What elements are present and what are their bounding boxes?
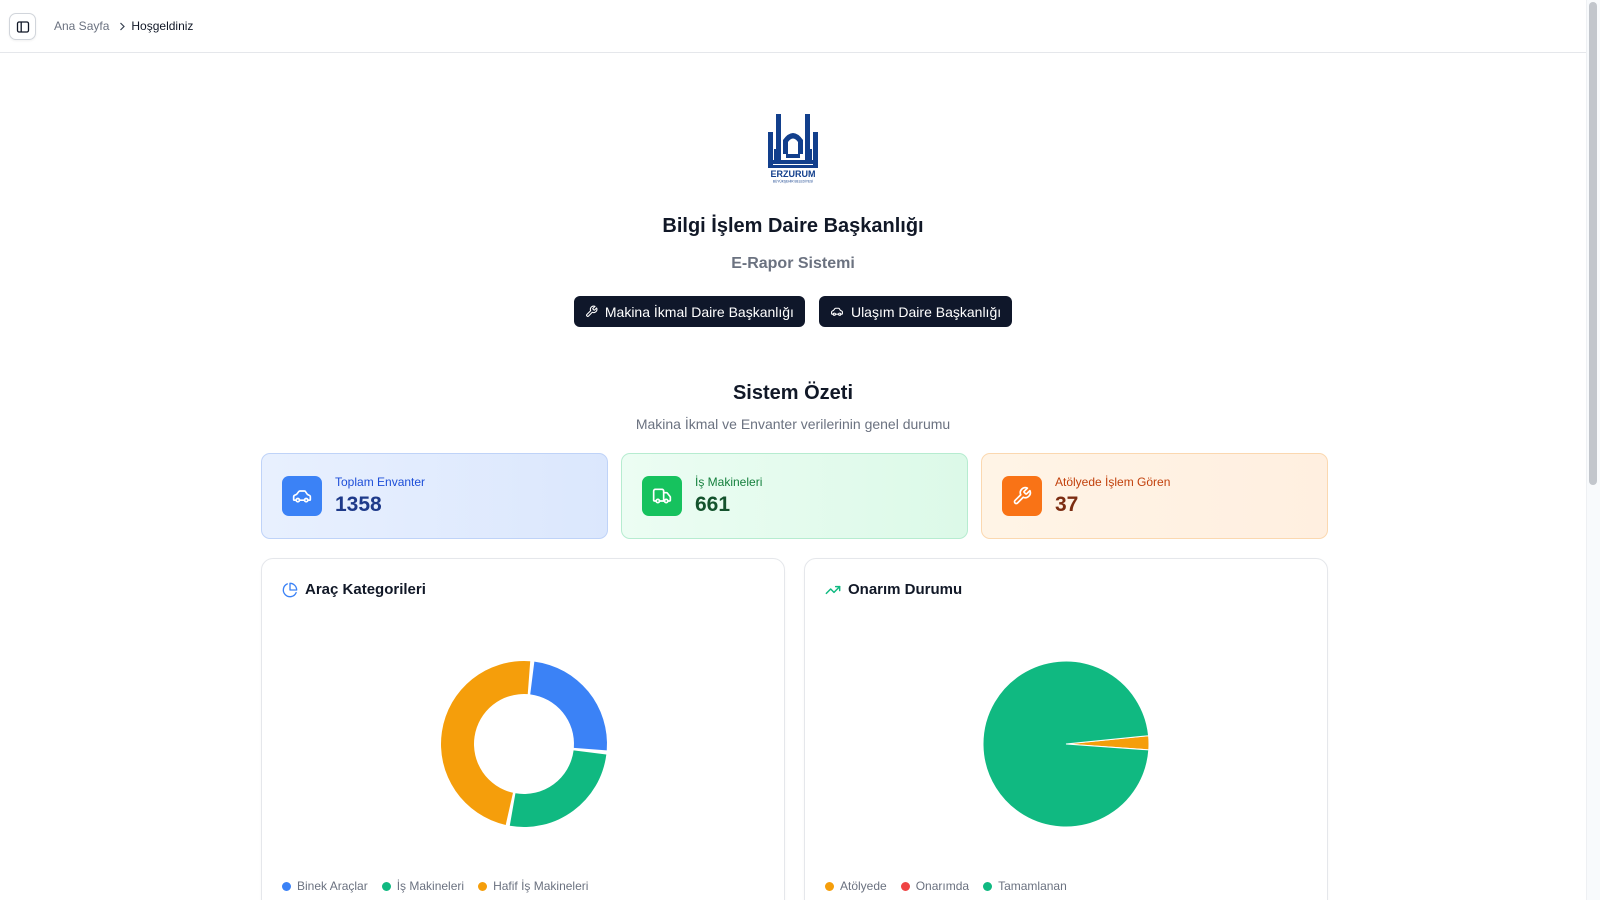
summary-subtitle: Makina İkmal ve Envanter verilerinin gen… — [635, 416, 951, 432]
legend-item[interactable]: Hafif İş Makineleri — [478, 879, 588, 893]
makina-ikmal-button-label: Makina İkmal Daire Başkanlığı — [604, 303, 794, 320]
legend-dot — [825, 881, 834, 891]
scrollbar-thumb[interactable] — [1589, 2, 1597, 485]
legend-dot — [282, 881, 291, 891]
pie-chart-icon — [282, 582, 298, 597]
legend-label: Atölyede — [840, 879, 887, 893]
legend-item[interactable]: Binek Araçlar — [282, 879, 368, 893]
pie-chart — [982, 660, 1150, 828]
legend-dot — [381, 881, 391, 891]
chart-legend: Atölyede Onarımda Tamamlanan — [825, 879, 1067, 893]
stat-icon-box — [642, 476, 682, 516]
legend-label: Hafif İş Makineleri — [493, 879, 589, 893]
legend-label: Binek Araçlar — [297, 879, 368, 893]
chevron-right-icon — [119, 22, 126, 31]
breadcrumb: Ana Sayfa Hoşgeldiniz — [54, 19, 193, 33]
legend-item[interactable]: Onarımda — [900, 879, 970, 893]
legend-item[interactable]: Atölyede — [825, 879, 887, 893]
wrench-icon — [1013, 486, 1032, 505]
sidebar-icon — [16, 20, 29, 33]
ulasim-button[interactable]: Ulaşım Daire Başkanlığı — [818, 296, 1013, 327]
car-icon — [292, 490, 312, 503]
stat-value: 1358 — [335, 493, 382, 516]
makina-ikmal-button[interactable]: Makina İkmal Daire Başkanlığı — [573, 296, 805, 327]
legend-item[interactable]: Tamamlanan — [983, 879, 1067, 893]
ulasim-button-label: Ulaşım Daire Başkanlığı — [850, 303, 1002, 320]
stat-value: 37 — [1055, 493, 1079, 516]
pie-slice-3[interactable] — [982, 660, 1150, 828]
chart-title: Onarım Durumu — [848, 581, 963, 598]
logo-subtext: BÜYÜKŞEHİR BELEDİYESİ — [773, 179, 813, 184]
pie-slice-2[interactable] — [509, 750, 607, 827]
legend-dot — [478, 881, 488, 891]
truck-icon — [652, 488, 672, 504]
wrench-icon — [585, 305, 598, 317]
stat-card-atolyede: Atölyede İşlem Gören 37 — [981, 453, 1328, 539]
chart-card-onarim-durumu: Onarım Durumu Atölyede Onarımda Tamamlanan — [804, 558, 1328, 900]
stat-value: 661 — [695, 493, 731, 516]
top-bar: Ana Sayfa Hoşgeldiniz — [0, 0, 1586, 53]
chart-legend: Binek Araçlar İş Makineleri Hafif İş Makin… — [282, 879, 588, 893]
department-buttons: Makina İkmal Daire Başkanlığı Ulaşım Dai… — [0, 296, 1586, 327]
legend-dot — [983, 881, 993, 891]
stat-icon-box — [282, 476, 322, 516]
sidebar-toggle-button[interactable] — [9, 13, 36, 40]
stat-label: Atölyede İşlem Gören — [1055, 475, 1171, 489]
page-subtitle: E-Rapor Sistemi — [731, 255, 855, 272]
pie-slice-1[interactable] — [530, 661, 607, 751]
erzurum-logo: ERZURUM BÜYÜKŞEHİR BELEDİYESİ — [768, 114, 818, 184]
chart-title: Araç Kategorileri — [305, 581, 426, 598]
breadcrumb-current: Hoşgeldiniz — [131, 19, 194, 33]
pie-slice-3[interactable] — [441, 661, 531, 825]
stat-icon-box — [1002, 476, 1042, 516]
page-scrollbar[interactable] — [1586, 0, 1600, 900]
chart-card-arac-kategorileri: Araç Kategorileri Binek Araçlar İş Makine… — [261, 558, 785, 900]
legend-label: Onarımda — [915, 879, 970, 893]
stat-card-is-makineleri: İş Makineleri 661 — [621, 453, 968, 539]
stat-label: İş Makineleri — [695, 475, 763, 489]
trending-up-icon — [825, 585, 841, 594]
legend-label: Tamamlanan — [998, 879, 1067, 893]
breadcrumb-home-link[interactable]: Ana Sayfa — [54, 19, 110, 33]
summary-title: Sistem Özeti — [732, 382, 854, 404]
car-icon — [830, 307, 843, 316]
legend-dot — [900, 881, 910, 891]
donut-chart — [441, 661, 607, 827]
logo-text: ERZURUM — [771, 169, 816, 179]
stat-label: Toplam Envanter — [335, 475, 426, 489]
stat-card-toplam-envanter: Toplam Envanter 1358 — [261, 453, 608, 539]
legend-label: İş Makineleri — [396, 879, 465, 893]
page-title: Bilgi İşlem Daire Başkanlığı — [662, 215, 924, 237]
legend-item[interactable]: İş Makineleri — [381, 879, 465, 893]
